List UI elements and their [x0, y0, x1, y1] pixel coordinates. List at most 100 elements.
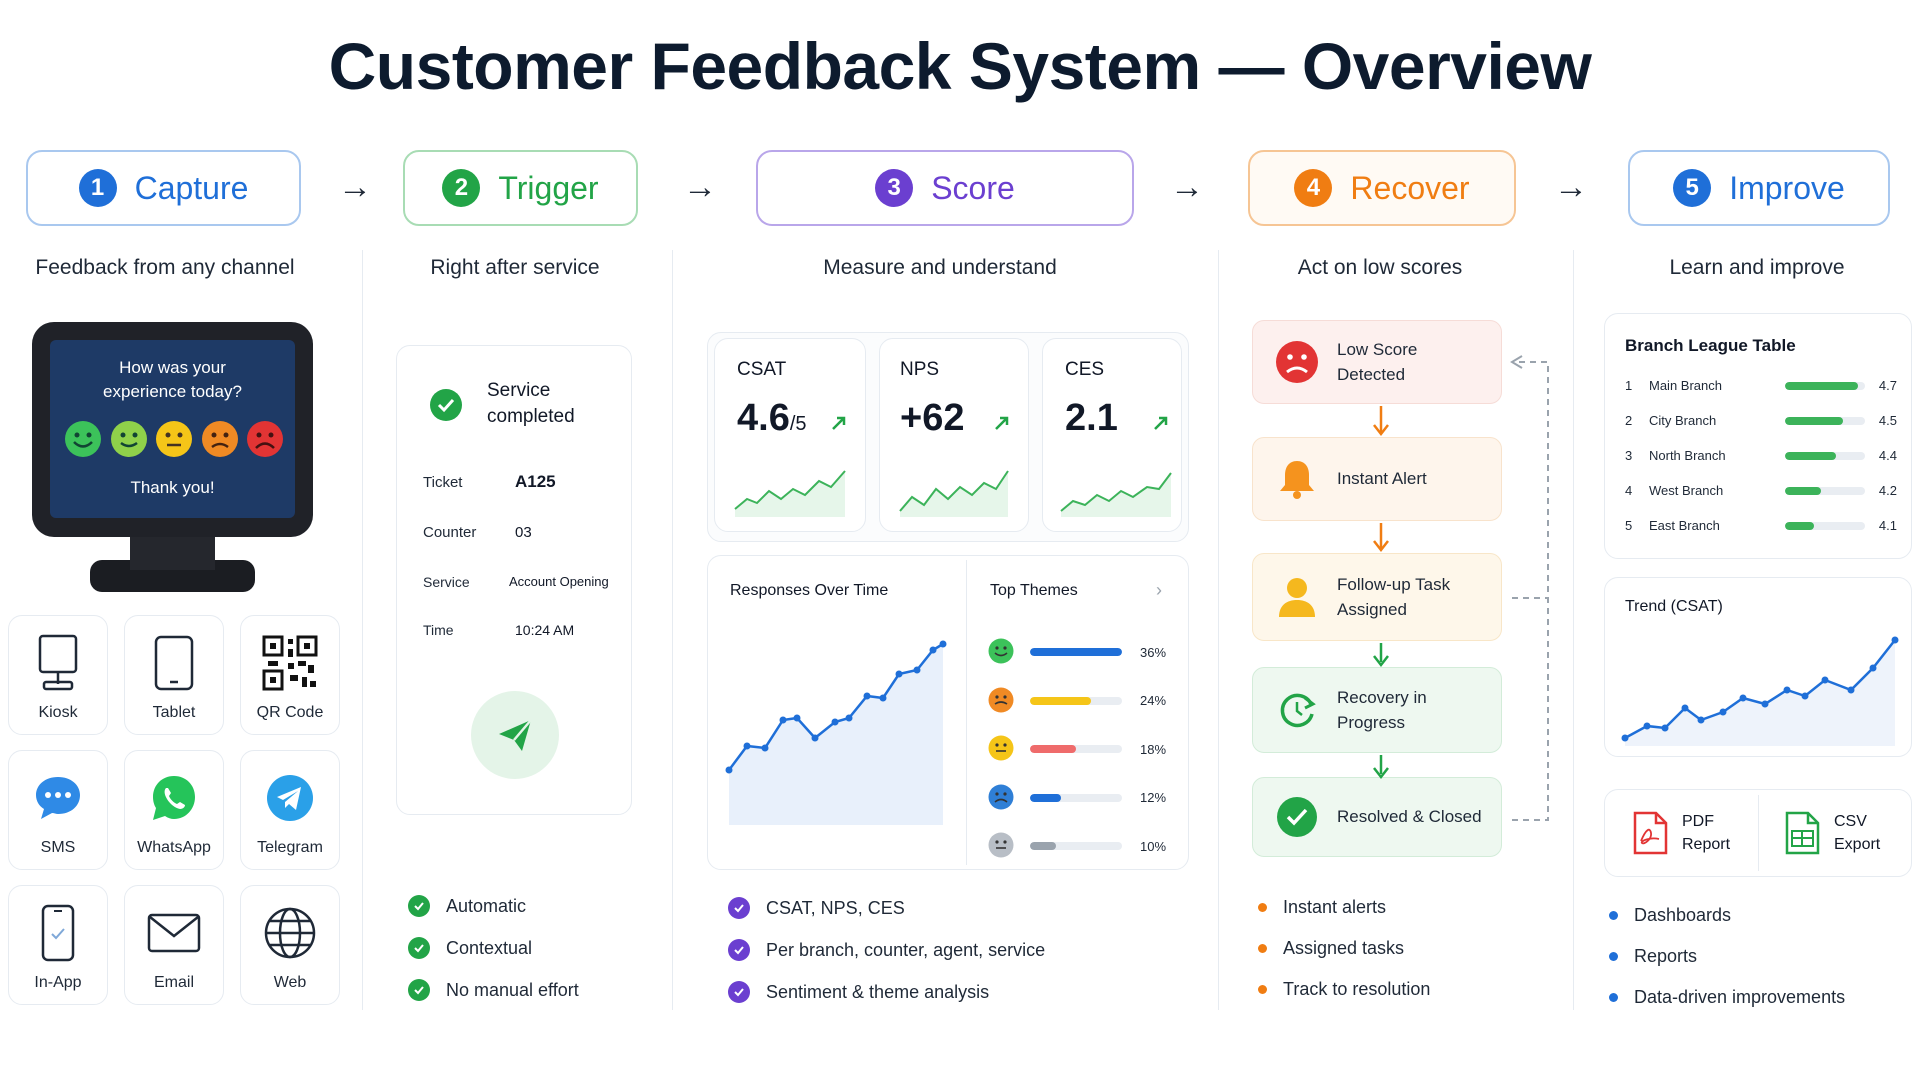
- league-score: 4.1: [1878, 518, 1897, 533]
- league-row[interactable]: 3 North Branch 4.4: [1625, 438, 1897, 473]
- chart-point: [779, 716, 787, 724]
- league-row[interactable]: 1 Main Branch 4.7: [1625, 368, 1897, 403]
- chart-point: [863, 692, 871, 700]
- stage-capture[interactable]: 1 Capture: [26, 150, 301, 226]
- recover-bullet-list: Instant alerts Assigned tasks Track to r…: [1258, 897, 1430, 1000]
- kiosk-icon: [38, 634, 78, 691]
- happy-face-icon[interactable]: [110, 420, 148, 458]
- theme-row[interactable]: 24%: [988, 677, 1178, 726]
- person-icon: [1279, 578, 1315, 617]
- bullet-dot: [1609, 911, 1618, 920]
- kpi-nps[interactable]: NPS +62: [879, 338, 1029, 532]
- kpi-sparkline: [899, 470, 1009, 517]
- channel-kiosk[interactable]: Kiosk: [8, 615, 108, 735]
- stage-trigger[interactable]: 2 Trigger: [403, 150, 638, 226]
- league-title: Branch League Table: [1625, 336, 1796, 355]
- theme-row[interactable]: 36%: [988, 628, 1178, 677]
- channel-label: QR Code: [256, 704, 324, 721]
- league-branch: North Branch: [1649, 448, 1726, 463]
- csv-export-button[interactable]: CSV Export: [1762, 795, 1907, 871]
- kpi-csat[interactable]: CSAT 4.6/5: [714, 338, 866, 532]
- chart-point: [1739, 694, 1747, 702]
- service-label: Service: [423, 574, 470, 590]
- channel-label: Email: [153, 974, 194, 991]
- kpi-ces[interactable]: CES 2.1: [1042, 338, 1182, 532]
- stage-number: 2: [442, 169, 481, 207]
- stage-recover[interactable]: 4 Recover: [1248, 150, 1516, 226]
- theme-bar: [1030, 696, 1122, 705]
- recover-step-task[interactable]: Follow-up Task Assigned: [1252, 553, 1502, 641]
- very-happy-face-icon[interactable]: [64, 420, 102, 458]
- league-table-card: Branch League Table 1 Main Branch 4.7 2 City…: [1604, 313, 1912, 559]
- chevron-right-icon[interactable]: ›: [1156, 580, 1162, 600]
- league-row[interactable]: 5 East Branch 4.1: [1625, 508, 1897, 543]
- channel-label: Tablet: [152, 704, 196, 721]
- channel-tablet[interactable]: Tablet: [124, 615, 224, 735]
- recover-step-low-score[interactable]: Low Score Detected: [1252, 320, 1502, 404]
- pdf-report-button[interactable]: PDF Report: [1610, 795, 1755, 871]
- league-rank: 5: [1625, 518, 1633, 533]
- kpi-sparkline: [734, 470, 846, 517]
- kpi-sparkline: [1060, 472, 1172, 517]
- chart-point: [1697, 716, 1705, 724]
- channel-qr-code[interactable]: QR Code: [240, 615, 340, 735]
- stage-improve[interactable]: 5 Improve: [1628, 150, 1890, 226]
- web-icon: [264, 907, 316, 959]
- kpi-label: NPS: [900, 359, 940, 380]
- chart-point: [743, 742, 751, 750]
- channel-sms[interactable]: SMS: [8, 750, 108, 870]
- very-unhappy-face-icon[interactable]: [246, 420, 284, 458]
- league-bar: [1784, 381, 1865, 390]
- league-branch: West Branch: [1649, 483, 1724, 498]
- service-ticket-card: Service completed Ticket A125 Counter 03…: [396, 345, 632, 815]
- list-item: Instant alerts: [1258, 897, 1430, 918]
- theme-pct: 36%: [1140, 644, 1167, 660]
- channel-whatsapp[interactable]: WhatsApp: [124, 750, 224, 870]
- kiosk-thanks: Thank you!: [130, 478, 215, 497]
- recover-step-resolved[interactable]: Resolved & Closed: [1252, 777, 1502, 857]
- stage-label: Recover: [1350, 169, 1470, 206]
- send-button[interactable]: [471, 691, 559, 779]
- channel-telegram[interactable]: Telegram: [240, 750, 340, 870]
- chart-point: [913, 666, 921, 674]
- kpi-value: +62: [900, 397, 965, 439]
- counter-value: 03: [515, 524, 532, 541]
- channel-email[interactable]: Email: [124, 885, 224, 1005]
- chart-point: [1719, 708, 1727, 716]
- chart-point: [1869, 664, 1877, 672]
- channel-label: SMS: [40, 839, 76, 856]
- tablet-icon: [154, 635, 194, 691]
- league-bar: [1784, 416, 1865, 425]
- export-divider: [1758, 795, 1759, 871]
- check-circle-icon: [408, 937, 430, 959]
- check-circle-icon: [728, 939, 750, 961]
- bullet-dot: [1258, 903, 1267, 912]
- flow-arrow: →: [683, 168, 717, 206]
- chart-point: [895, 670, 903, 678]
- league-rank: 4: [1625, 483, 1633, 498]
- channel-in-app[interactable]: In-App: [8, 885, 108, 1005]
- chart-point: [1847, 686, 1855, 694]
- unhappy-face-icon[interactable]: [201, 420, 239, 458]
- league-row[interactable]: 4 West Branch 4.2: [1625, 473, 1897, 508]
- step-label: Resolved & Closed: [1337, 807, 1482, 827]
- recover-flow-connectors: [1373, 355, 1549, 821]
- league-row[interactable]: 2 City Branch 4.5: [1625, 403, 1897, 438]
- channel-web[interactable]: Web: [240, 885, 340, 1005]
- themes-title: Top Themes: [990, 582, 1078, 599]
- theme-row[interactable]: 12%: [988, 774, 1178, 823]
- stage-score[interactable]: 3 Score: [756, 150, 1134, 226]
- recover-step-alert[interactable]: Instant Alert: [1252, 437, 1502, 521]
- recover-step-progress[interactable]: Recovery in Progress: [1252, 667, 1502, 753]
- league-branch: East Branch: [1649, 518, 1720, 533]
- email-icon: [147, 913, 201, 953]
- kpi-value-wrap: 4.6/5: [737, 397, 807, 440]
- theme-row[interactable]: 10%: [988, 822, 1178, 871]
- export-line2: Report: [1682, 836, 1731, 853]
- stage-subtitle: Measure and understand: [823, 256, 1057, 279]
- theme-pct: 10%: [1140, 838, 1167, 854]
- export-line1: PDF: [1682, 812, 1714, 830]
- theme-row[interactable]: 18%: [988, 725, 1178, 774]
- refresh-icon: [1280, 693, 1316, 728]
- neutral-face-icon[interactable]: [155, 420, 193, 458]
